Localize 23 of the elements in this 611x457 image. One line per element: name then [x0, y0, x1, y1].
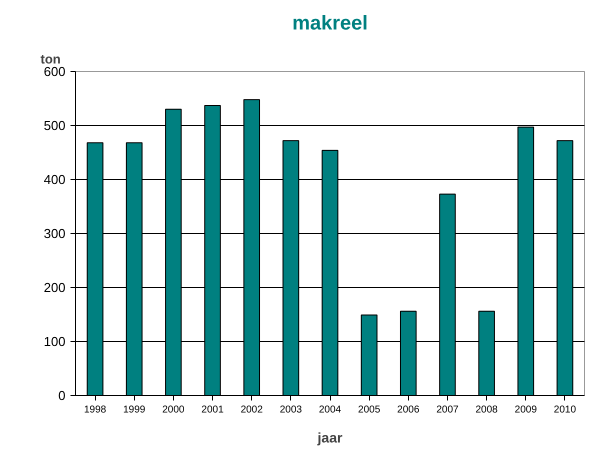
y-axis-title: ton — [40, 52, 61, 66]
y-tick-label: 200 — [44, 280, 66, 295]
x-tick-label: 2008 — [475, 404, 498, 416]
y-tick-label: 600 — [44, 64, 66, 79]
y-tick-label: 400 — [44, 172, 66, 187]
x-tick-label: 2000 — [162, 404, 185, 416]
x-tick-label: 2005 — [358, 404, 381, 416]
x-tick-label: 2001 — [201, 404, 224, 416]
x-tick-label: 2007 — [436, 404, 460, 416]
x-tick-label: 2004 — [318, 404, 342, 416]
x-tick-label: 2009 — [514, 404, 538, 416]
x-tick-label: 2003 — [280, 404, 302, 416]
x-tick-label: 1999 — [123, 404, 146, 416]
x-tick-label: 1998 — [84, 404, 107, 416]
chart-title: makreel — [292, 12, 368, 34]
x-axis-title: jaar — [316, 430, 344, 446]
y-tick-label: 300 — [44, 226, 66, 241]
y-tick-label: 500 — [44, 118, 66, 133]
x-tick-label: 2002 — [240, 404, 264, 416]
x-tick-label: 2006 — [397, 404, 420, 416]
y-tick-label: 100 — [44, 334, 66, 349]
x-tick-label: 2010 — [554, 404, 576, 416]
y-tick-label: 0 — [58, 388, 66, 403]
